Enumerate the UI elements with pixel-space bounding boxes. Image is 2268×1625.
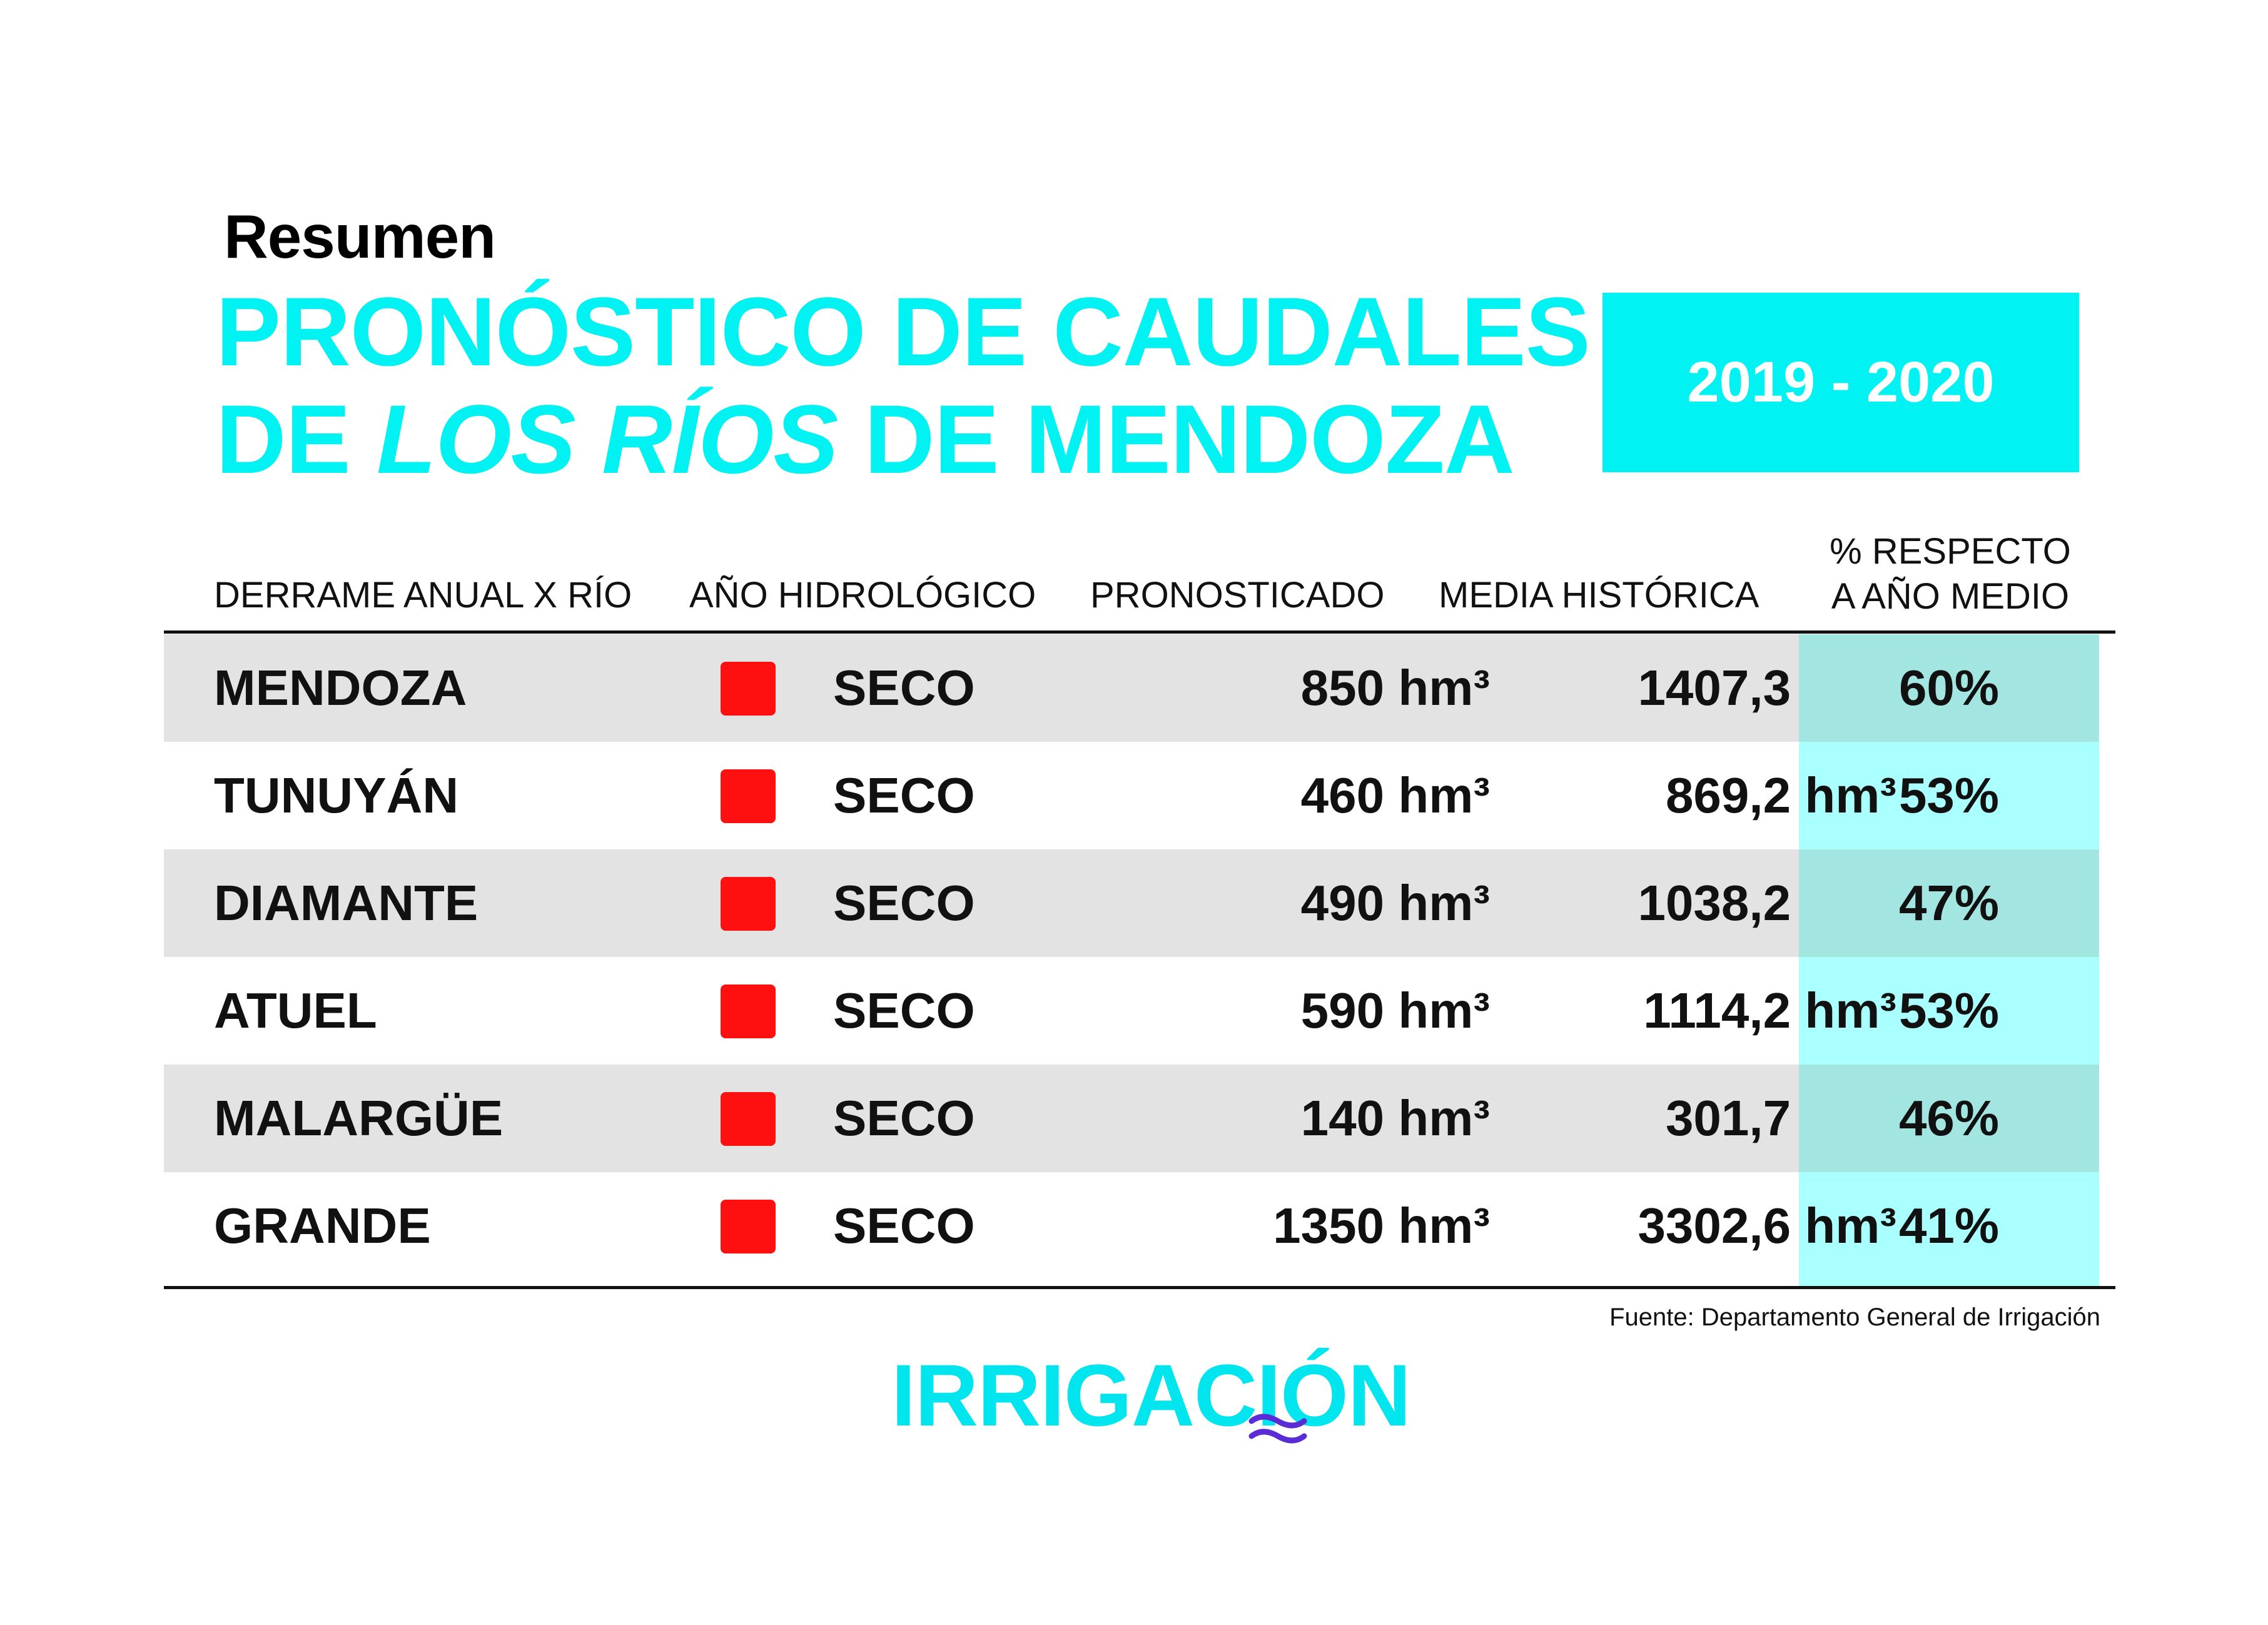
percent-of-mean: 53%	[1898, 983, 2000, 1038]
percent-of-mean: 46%	[1799, 1065, 2099, 1172]
status-square-icon	[721, 1092, 776, 1146]
hydro-year-type: SECO	[833, 660, 975, 716]
river-name: GRANDE	[214, 1198, 431, 1253]
hydro-year-type: SECO	[833, 1198, 975, 1253]
status-square-icon	[721, 877, 776, 931]
status-square-icon	[721, 985, 776, 1038]
hydro-year-type: SECO	[833, 1090, 975, 1146]
river-name: MENDOZA	[214, 660, 467, 716]
historical-mean: 1114,2 hm³	[1643, 983, 1896, 1038]
river-name: DIAMANTE	[214, 875, 478, 931]
wave-icon	[1248, 1414, 1307, 1444]
status-square-icon	[721, 662, 776, 716]
irrigacion-logo: IRRIGACIÓN	[891, 1345, 1411, 1446]
logo-text: IRRIGACIÓN	[891, 1346, 1411, 1444]
period-badge: 2019 - 2020	[1602, 293, 2079, 472]
status-square-icon	[721, 1200, 776, 1253]
percent-of-mean: 41%	[1898, 1198, 2000, 1253]
title-line-2-italic: LOS RÍOS	[377, 385, 838, 494]
table-row: MALARGÜE SECO 140 hm³ 301,7 hm³ 46%	[164, 1065, 2099, 1172]
column-header-pct: % RESPECTO A AÑO MEDIO	[1800, 529, 2100, 619]
table-row: MENDOZA SECO 850 hm³ 1407,3 hm³ 60%	[164, 634, 2099, 742]
status-square-icon	[721, 769, 776, 823]
page-title: PRONÓSTICO DE CAUDALES DE LOS RÍOS DE ME…	[216, 278, 1591, 494]
title-line-2-post: DE MENDOZA	[838, 385, 1515, 494]
period-label: 2019 - 2020	[1687, 350, 1995, 414]
rivers-table: MENDOZA SECO 850 hm³ 1407,3 hm³ 60% TUNU…	[164, 634, 2099, 1280]
title-line-2: DE LOS RÍOS DE MENDOZA	[216, 386, 1590, 494]
forecast-value: 590 hm³	[1300, 983, 1490, 1038]
river-name: MALARGÜE	[214, 1090, 504, 1146]
percent-of-mean: 47%	[1799, 849, 2099, 957]
table-row: GRANDE SECO 1350 hm³ 3302,6 hm³ 41%	[164, 1172, 2099, 1280]
column-header-river: DERRAME ANUAL X RÍO	[214, 575, 632, 615]
percent-of-mean: 53%	[1898, 767, 2000, 823]
forecast-value: 460 hm³	[1300, 767, 1490, 823]
column-header-media: MEDIA HISTÓRICA	[1439, 575, 1759, 615]
percent-of-mean: 60%	[1799, 634, 2099, 742]
hydro-year-type: SECO	[833, 983, 975, 1038]
river-name: ATUEL	[214, 983, 377, 1038]
column-header-tipo: AÑO HIDROLÓGICO	[689, 575, 1036, 615]
hydro-year-type: SECO	[833, 875, 975, 931]
column-header-pronosticado: PRONOSTICADO	[1090, 575, 1385, 615]
table-row: DIAMANTE SECO 490 hm³ 1038,2 hm³ 47%	[164, 849, 2099, 957]
pct-column-background	[1799, 634, 2099, 1286]
title-line-2-pre: DE	[216, 385, 377, 494]
title-line-1: PRONÓSTICO DE CAUDALES	[216, 278, 1591, 387]
historical-mean: 3302,6 hm³	[1638, 1198, 1896, 1253]
river-name: TUNUYÁN	[214, 767, 459, 823]
table-row: ATUEL SECO 590 hm³ 1114,2 hm³ 53%	[164, 957, 2099, 1065]
forecast-value: 1350 hm³	[1273, 1198, 1490, 1253]
hydro-year-type: SECO	[833, 767, 975, 823]
column-header-pct-line1: % RESPECTO	[1830, 531, 2071, 572]
kicker-label: Resumen	[224, 202, 496, 271]
forecast-value: 850 hm³	[1300, 660, 1490, 716]
table-bottom-rule	[164, 1286, 2115, 1289]
historical-mean: 869,2 hm³	[1665, 767, 1896, 823]
source-note: Fuente: Departamento General de Irrigaci…	[1609, 1304, 2100, 1331]
forecast-value: 140 hm³	[1300, 1090, 1490, 1146]
forecast-value: 490 hm³	[1300, 875, 1490, 931]
table-top-rule	[164, 630, 2115, 634]
column-header-pct-line2: A AÑO MEDIO	[1831, 576, 2070, 617]
table-row: TUNUYÁN SECO 460 hm³ 869,2 hm³ 53%	[164, 742, 2099, 849]
